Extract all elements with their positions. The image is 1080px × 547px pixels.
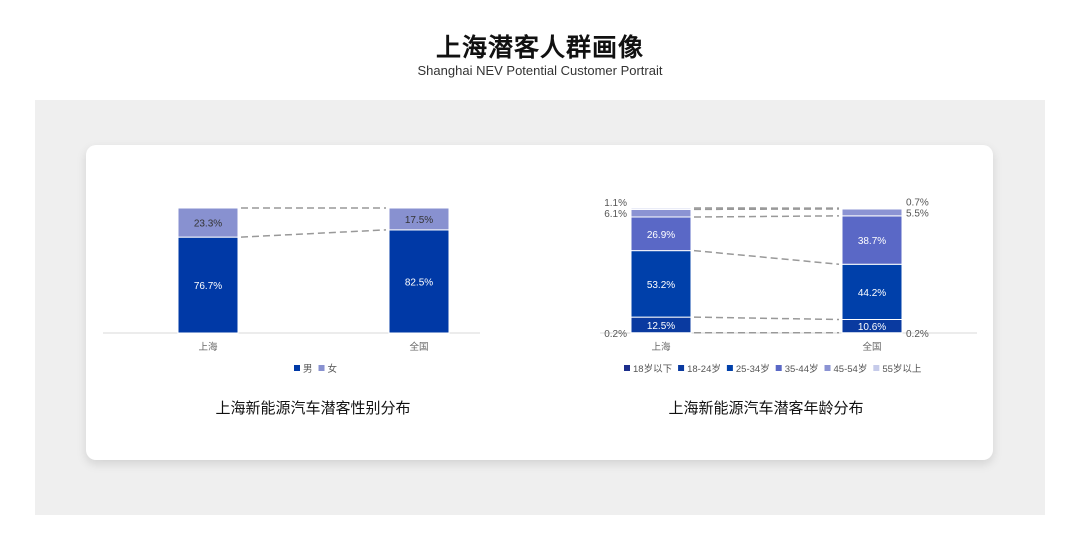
data-label: 0.2% xyxy=(906,329,929,340)
data-label: 10.6% xyxy=(858,322,886,333)
legend-label: 35-44岁 xyxy=(785,363,819,375)
legend-swatch xyxy=(824,365,831,371)
legend-label: 55岁以上 xyxy=(882,363,922,375)
data-label: 1.1% xyxy=(604,198,627,209)
legend-label: 18岁以下 xyxy=(633,363,672,375)
bar-segment xyxy=(841,215,903,265)
data-label: 53.2% xyxy=(647,280,675,291)
page-subtitle: Shanghai NEV Potential Customer Portrait xyxy=(417,63,663,78)
connector-line xyxy=(240,229,387,238)
data-label: 12.5% xyxy=(647,321,675,332)
bar-segment xyxy=(388,207,450,231)
data-label: 26.9% xyxy=(647,230,675,241)
legend-swatch xyxy=(294,365,300,371)
legend-label: 男 xyxy=(303,364,313,375)
data-label: 17.5% xyxy=(405,215,433,226)
bar-segment xyxy=(177,236,239,334)
data-label: 5.5% xyxy=(906,208,929,219)
x-tick-label: 全国 xyxy=(409,341,428,353)
x-tick-label: 全国 xyxy=(862,341,881,353)
legend-swatch xyxy=(318,365,325,371)
legend-swatch xyxy=(624,365,630,371)
bar-segment xyxy=(177,207,239,238)
data-label: 0.7% xyxy=(906,197,929,208)
data-label: 0.2% xyxy=(604,329,627,340)
bar-segment xyxy=(630,216,692,252)
connector-line xyxy=(693,249,840,265)
x-tick-label: 上海 xyxy=(198,341,218,353)
data-label: 76.7% xyxy=(194,281,222,292)
bar-segment xyxy=(841,208,903,217)
page-title: 上海潜客人群画像 xyxy=(435,33,644,62)
legend-label: 女 xyxy=(328,363,338,375)
legend-swatch xyxy=(775,365,782,371)
data-label: 38.7% xyxy=(858,236,886,247)
data-label: 44.2% xyxy=(858,288,886,299)
connector-line xyxy=(693,215,840,218)
legend-swatch xyxy=(873,365,880,371)
legend-label: 45-54岁 xyxy=(834,363,868,375)
bar-segment xyxy=(841,263,903,320)
connector-line xyxy=(693,316,840,321)
legend-label: 25-34岁 xyxy=(736,363,770,375)
bar-segment xyxy=(630,208,692,218)
data-label: 6.1% xyxy=(604,209,627,220)
legend-label: 18-24岁 xyxy=(687,363,721,375)
bar-segment xyxy=(630,207,692,210)
gender-chart-title: 上海新能源汽车潜客性别分布 xyxy=(215,399,411,417)
age-chart-title: 上海新能源汽车潜客年龄分布 xyxy=(668,399,864,417)
data-label: 23.3% xyxy=(194,219,222,230)
legend-swatch xyxy=(678,365,685,371)
bar-segment xyxy=(630,250,692,318)
data-label: 82.5% xyxy=(405,277,433,288)
bar-segment xyxy=(841,207,903,210)
x-tick-label: 上海 xyxy=(651,341,671,353)
legend-swatch xyxy=(726,365,733,371)
